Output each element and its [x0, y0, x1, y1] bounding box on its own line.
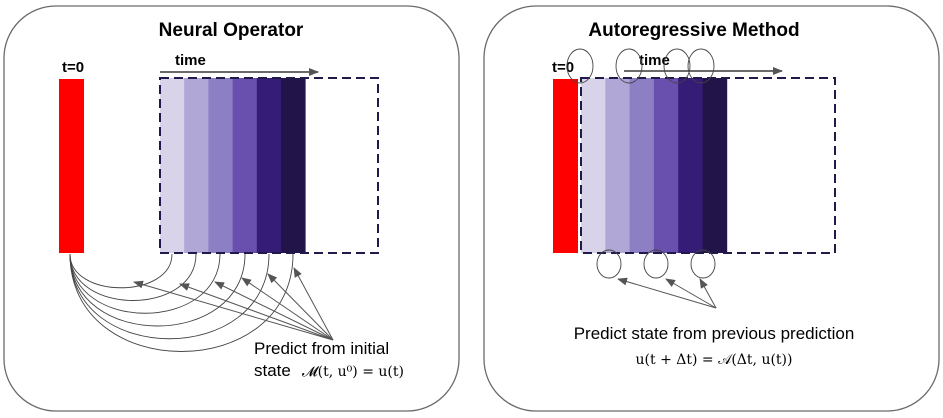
bottom-loop-1	[596, 249, 622, 279]
step-to-step-loops	[566, 48, 716, 279]
pointer-arrow-1	[133, 280, 334, 341]
autoregressive-formula: u(t + Δt) = 𝒜(Δt, u(t))	[636, 352, 793, 368]
time-axis-label: time	[175, 52, 206, 69]
pointer-arrow-4	[241, 277, 334, 341]
neural-operator-caption-line2: state	[254, 361, 291, 380]
frame-4	[653, 78, 679, 253]
frame-6	[702, 78, 728, 253]
neural-operator-caption-line1: Predict from initial	[254, 339, 389, 358]
frame-1	[160, 78, 185, 253]
top-loop-2	[615, 48, 643, 84]
top-loop-3	[663, 48, 691, 84]
initial-time-label: t=0	[62, 59, 84, 76]
pointer-arrow-3	[214, 281, 334, 341]
pointer-arrow-5	[267, 273, 334, 341]
frame-5	[678, 78, 703, 253]
bottom-loop-3	[690, 249, 716, 279]
arc-to-frame-3	[69, 253, 221, 314]
autoregressive-title: Autoregressive Method	[588, 20, 799, 41]
pointer-arrow-3	[699, 278, 717, 309]
pointer-arrow-2	[665, 278, 717, 309]
frame-2	[184, 78, 209, 253]
frame-3	[629, 78, 655, 253]
neural-operator-title: Neural Operator	[159, 20, 304, 41]
arc-to-frame-1	[69, 253, 173, 289]
pointer-arrow-2	[179, 283, 334, 341]
prediction-frames	[581, 78, 728, 253]
caption-pointer-arrows	[133, 267, 334, 341]
frame-1	[581, 78, 606, 253]
top-loop-1	[566, 48, 594, 84]
frame-6	[281, 78, 306, 253]
pointer-arrow-6	[293, 267, 334, 341]
autoregressive-caption: Predict state from previous prediction	[574, 324, 855, 343]
arc-to-frame-2	[69, 253, 197, 301]
prediction-window	[580, 77, 836, 254]
neural-operator-formula: 𝓜(t, u⁰) = u(t)	[302, 364, 404, 380]
prediction-frames	[160, 78, 306, 253]
top-loop-4	[687, 48, 715, 84]
frame-2	[605, 78, 630, 253]
pointer-arrow-1	[617, 277, 717, 309]
initial-state-block	[553, 79, 578, 253]
frame-5	[256, 78, 282, 253]
autoregressive-panel: Autoregressive Method t=0 time Predict s…	[483, 5, 940, 412]
initial-to-frame-arcs	[69, 253, 294, 352]
caption-pointer-arrows	[617, 277, 717, 309]
arc-to-frame-5	[69, 253, 270, 340]
frame-4	[232, 78, 258, 253]
bottom-loop-2	[643, 249, 669, 279]
frame-3	[208, 78, 233, 253]
initial-state-block	[59, 79, 84, 253]
arc-to-frame-4	[69, 253, 246, 327]
initial-time-label: t=0	[552, 59, 574, 76]
time-axis-label: time	[639, 52, 670, 69]
arc-to-frame-6	[69, 253, 294, 352]
neural-operator-panel: Neural Operator t=0 time Predict from in…	[3, 5, 460, 412]
